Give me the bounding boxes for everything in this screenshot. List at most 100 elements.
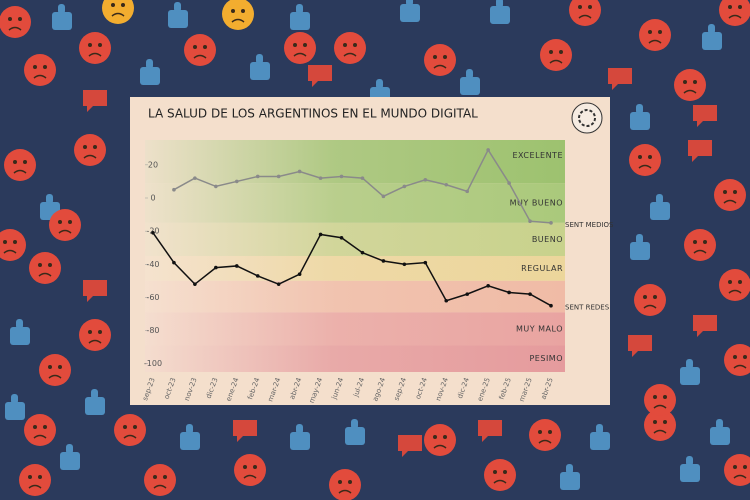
emoji-eye	[8, 17, 12, 21]
thumb-icon	[630, 112, 650, 130]
emoji-eye	[693, 240, 697, 244]
emoji-eye	[648, 155, 652, 159]
y-tick-label: -100	[144, 359, 162, 368]
emoji-mouth	[653, 429, 667, 434]
emoji-mouth	[88, 339, 102, 344]
thumb-finger	[11, 394, 18, 404]
thumb-icon	[180, 432, 200, 450]
thumb-finger	[708, 24, 715, 34]
emoji-eye	[578, 5, 582, 9]
emoji-eye	[663, 395, 667, 399]
emoji-eye	[121, 3, 125, 7]
band-label: PESIMO	[529, 354, 563, 363]
series-point	[528, 219, 532, 223]
emoji-mouth	[193, 54, 207, 59]
thumb-finger	[146, 59, 153, 69]
emoji-mouth	[638, 164, 652, 169]
emoji-mouth	[683, 89, 697, 94]
emoji-face	[714, 179, 746, 211]
emoji-mouth	[48, 374, 62, 379]
emoji-eye	[111, 3, 115, 7]
thumb-finger	[406, 0, 413, 6]
emoji-eye	[738, 5, 742, 9]
emoji-mouth	[643, 304, 657, 309]
emoji-mouth	[578, 14, 592, 19]
emoji-mouth	[28, 484, 42, 489]
emoji-face	[719, 269, 750, 301]
series-point	[214, 265, 218, 270]
emoji-eye	[549, 50, 553, 54]
emoji-eye	[343, 43, 347, 47]
emoji-face	[529, 419, 561, 451]
emoji-eye	[648, 30, 652, 34]
emoji-eye	[743, 465, 747, 469]
emoji-face	[644, 384, 676, 416]
series-point	[381, 259, 386, 263]
series-point	[507, 290, 511, 295]
emoji-face	[644, 409, 676, 441]
emoji-mouth	[38, 272, 52, 277]
series-point	[318, 232, 323, 237]
emoji-eye	[733, 355, 737, 359]
series-point	[381, 194, 386, 199]
emoji-face	[484, 459, 516, 491]
series-point	[172, 187, 176, 192]
emoji-eye	[243, 465, 247, 469]
emoji-mouth	[3, 249, 17, 254]
thumb-finger	[716, 419, 723, 429]
emoji-eye	[253, 465, 257, 469]
emoji-eye	[733, 190, 737, 194]
speech-bubble	[628, 335, 652, 357]
plot: EXCELENTE MUY BUENO BUENO REGULAR MUY MALO PE…	[141, 140, 614, 404]
y-tick-label: -60	[146, 293, 159, 302]
emoji-eye	[13, 160, 17, 164]
series-point	[423, 177, 428, 182]
emoji-face	[234, 454, 266, 486]
chart-title: LA SALUD DE LOS ARGENTINOS EN EL MUNDO D…	[148, 107, 478, 121]
series-point	[339, 235, 344, 240]
emoji-eye	[43, 65, 47, 69]
speech-bubble	[688, 140, 712, 162]
series-point	[402, 262, 407, 267]
emoji-face	[674, 69, 706, 101]
thumb-icon	[680, 367, 700, 385]
series-label: SENT REDES	[565, 304, 610, 312]
emoji-eye	[48, 365, 52, 369]
emoji-eye	[433, 55, 437, 59]
emoji-mouth	[33, 434, 47, 439]
speech-bubble	[693, 315, 717, 337]
emoji-face	[424, 44, 456, 76]
thumb-finger	[296, 424, 303, 434]
thumb-icon	[460, 77, 480, 95]
series-point	[549, 303, 553, 308]
speech-bubble	[478, 420, 502, 442]
emoji-eye	[163, 475, 167, 479]
thumb-finger	[16, 319, 23, 329]
series-point	[297, 169, 302, 174]
series-point	[234, 264, 239, 268]
speech-bubble	[233, 420, 257, 442]
emoji-eye	[693, 80, 697, 84]
thumb-icon	[702, 32, 722, 50]
emoji-eye	[58, 365, 62, 369]
emoji-eye	[653, 395, 657, 399]
logo	[571, 102, 603, 134]
emoji-eye	[443, 435, 447, 439]
thumb-icon	[5, 402, 25, 420]
y-tick-label: 0	[150, 194, 155, 203]
band-label: REGULAR	[521, 264, 563, 273]
emoji-eye	[703, 240, 707, 244]
emoji-face	[540, 39, 572, 71]
emoji-face	[724, 454, 750, 486]
emoji-mouth	[733, 364, 747, 369]
series-point	[297, 272, 302, 277]
thumb-icon	[140, 67, 160, 85]
emoji-eye	[653, 420, 657, 424]
emoji-face	[724, 344, 750, 376]
series-point	[151, 231, 155, 235]
emoji-face	[0, 6, 31, 38]
emoji-eye	[23, 160, 27, 164]
emoji-eye	[493, 470, 497, 474]
thumb-icon	[85, 397, 105, 415]
speech-bubble	[398, 435, 422, 457]
